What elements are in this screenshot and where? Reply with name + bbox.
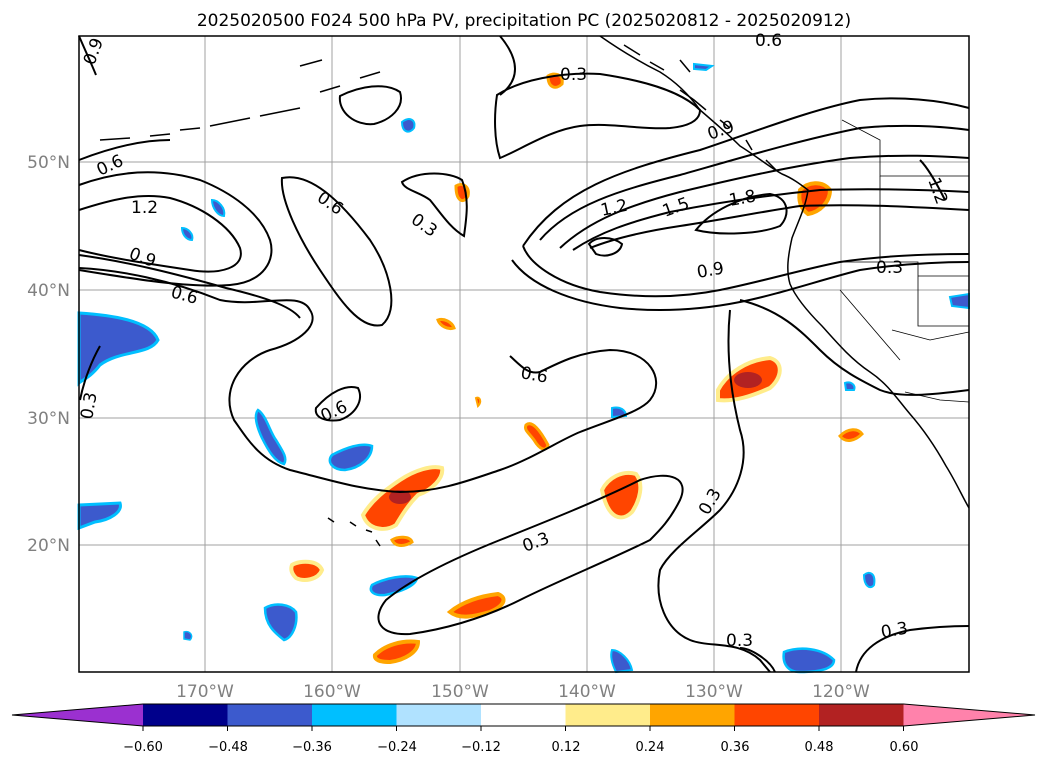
contour-label: 0.9 [695, 259, 725, 283]
colorbar-extend-min [12, 704, 143, 726]
colorbar [11, 703, 1036, 731]
contour-label: 0.6 [519, 363, 549, 387]
pv-contours [78, 35, 970, 673]
colorbar-extend-max [903, 704, 1035, 726]
colorbar-segment [565, 704, 651, 726]
latitude-labels: 50°N 40°N 30°N 20°N [27, 153, 70, 556]
colorbar-tick-label: −0.60 [123, 740, 163, 755]
lon-label: 150°W [431, 682, 489, 702]
colorbar-segment [650, 704, 735, 726]
contour-label: 0.3 [879, 619, 909, 643]
lon-label: 160°W [303, 682, 361, 702]
colorbar-tick-label: −0.48 [208, 740, 248, 755]
contour-label: 1.2 [131, 198, 158, 218]
contour-label: 0.3 [726, 631, 753, 651]
colorbar-tick-label: 0.48 [805, 740, 834, 755]
colorbar-segment [734, 704, 820, 726]
colorbar-tick-label: 0.12 [552, 740, 581, 755]
contour-label: 0.3 [876, 258, 903, 278]
lat-label: 20°N [27, 536, 70, 556]
colorbar-tick-label: 0.36 [721, 740, 750, 755]
map-area [79, 36, 969, 672]
colorbar-labels: −0.60 −0.48 −0.36 −0.24 −0.12 0.12 0.24 … [123, 740, 918, 755]
lat-label: 50°N [27, 153, 70, 173]
map-frame [78, 35, 970, 673]
colorbar-segment [819, 704, 904, 726]
longitude-labels: 170°W 160°W 150°W 140°W 130°W 120°W [176, 682, 870, 702]
lon-label: 130°W [685, 682, 743, 702]
lon-label: 170°W [176, 682, 234, 702]
colorbar-segment [227, 704, 313, 726]
colorbar-segment [481, 704, 566, 726]
colorbar-tick-label: −0.24 [377, 740, 417, 755]
contour-label: 0.3 [560, 65, 587, 85]
colorbar-tick-label: 0.60 [890, 740, 919, 755]
contour-label: 1.8 [727, 187, 757, 211]
colorbar-segment [396, 704, 482, 726]
colorbar-segment [143, 704, 228, 726]
colorbar-segment [312, 704, 397, 726]
colorbar-tick-label: 0.24 [636, 740, 665, 755]
colorbar-tick-label: −0.12 [461, 740, 501, 755]
contour-label: 0.3 [77, 391, 101, 421]
lat-label: 30°N [27, 409, 70, 429]
gridlines [79, 36, 969, 672]
lat-label: 40°N [27, 281, 70, 301]
lon-label: 140°W [558, 682, 616, 702]
contour-label: 0.6 [755, 31, 782, 51]
colorbar-tick-label: −0.36 [292, 740, 332, 755]
lon-label: 120°W [812, 682, 870, 702]
figure-title: 2025020500 F024 500 hPa PV, precipitatio… [197, 11, 851, 31]
